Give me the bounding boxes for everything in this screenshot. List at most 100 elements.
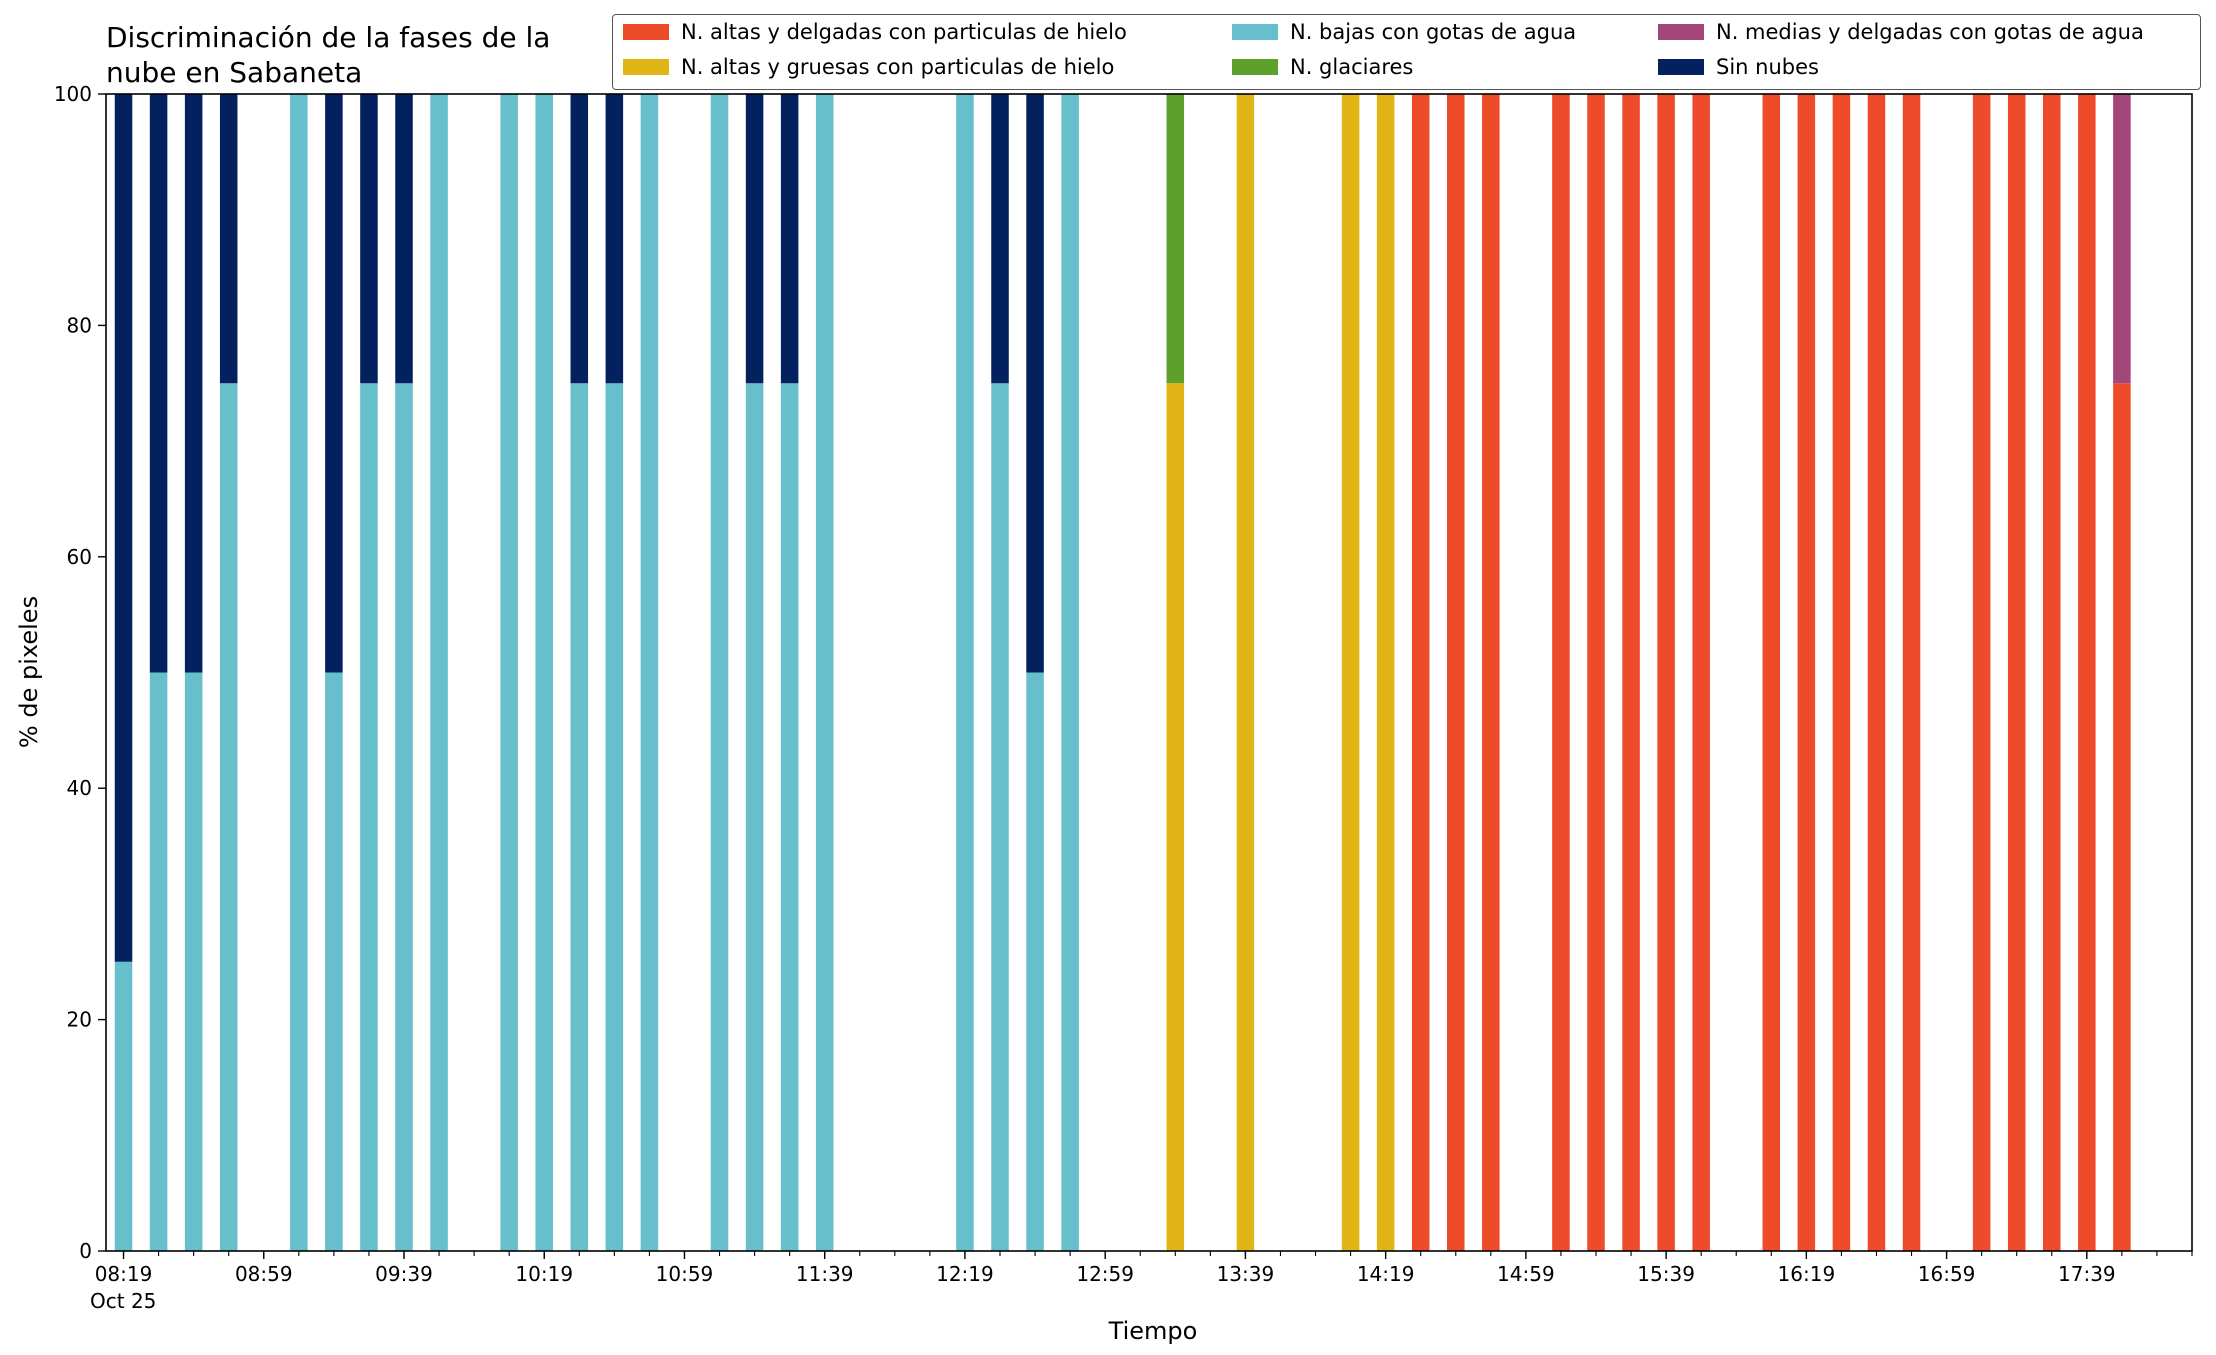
bar-segment-bajas-1049 xyxy=(640,94,659,1251)
bar-segment-altas_delgadas-1439 xyxy=(1447,94,1465,1251)
legend-label-medias: N. medias y delgadas con gotas de agua xyxy=(1716,20,2144,44)
y-tick-label-80: 80 xyxy=(67,313,92,337)
chart-title-line-1: Discriminación de la fases de la xyxy=(106,21,551,54)
x-axis-label: Tiempo xyxy=(1108,1317,1198,1345)
x-tick-label-1139: 11:39 xyxy=(796,1262,854,1286)
x-tick-label-0859: 08:59 xyxy=(235,1262,293,1286)
bar-segment-altas_delgadas-1429 xyxy=(1411,94,1430,1251)
legend-item-medias: N. medias y delgadas con gotas de agua xyxy=(1658,20,2144,44)
bar-segment-bajas-0939 xyxy=(395,383,413,1251)
bar-segment-sin_nubes-0919 xyxy=(325,94,343,673)
bar-segment-sin_nubes-1229 xyxy=(991,94,1009,384)
bar-segment-bajas-0909 xyxy=(290,94,308,1251)
legend-item-glaciares: N. glaciares xyxy=(1232,55,1413,79)
bar-segment-bajas-1029 xyxy=(570,383,589,1251)
bar-segment-sin_nubes-1129 xyxy=(780,94,799,384)
bar-segment-sin_nubes-0839 xyxy=(184,94,203,673)
bar-segment-altas_delgadas-1519 xyxy=(1587,94,1605,1251)
legend-label-glaciares: N. glaciares xyxy=(1290,55,1414,79)
bar-segment-altas_delgadas-1529 xyxy=(1622,94,1640,1251)
bar-segment-bajas-1009 xyxy=(500,94,518,1251)
legend-label-altas-gruesas: N. altas y gruesas con particulas de hie… xyxy=(681,55,1115,79)
bar-segment-altas_delgadas-1609 xyxy=(1762,94,1781,1251)
x-tick-label-1059: 10:59 xyxy=(656,1262,714,1286)
x-tick-label-1419: 14:19 xyxy=(1357,1262,1415,1286)
bar-segment-bajas-0919 xyxy=(325,672,343,1251)
bar-segment-sin_nubes-0929 xyxy=(360,94,378,384)
legend-item-altas-delgadas: N. altas y delgadas con particulas de hi… xyxy=(623,20,1127,44)
legend-swatch-altas-gruesas xyxy=(623,59,669,75)
x-tick-label-1259: 12:59 xyxy=(1076,1262,1134,1286)
y-tick-label-40: 40 xyxy=(67,776,92,800)
x-tick-label-0939: 09:39 xyxy=(375,1262,433,1286)
bar-segment-bajas-1249 xyxy=(1061,94,1079,1251)
bar-segment-altas_delgadas-1539 xyxy=(1657,94,1675,1251)
bar-segment-sin_nubes-0939 xyxy=(395,94,413,384)
bar-segment-sin_nubes-0819 xyxy=(114,94,133,962)
y-tick-label-0: 0 xyxy=(79,1239,92,1263)
bars-layer xyxy=(114,94,2131,1251)
legend-label-altas-delgadas: N. altas y delgadas con particulas de hi… xyxy=(681,20,1127,44)
y-axis-label: % de pixeles xyxy=(15,596,43,748)
bar-segment-altas_delgadas-1629 xyxy=(1832,94,1851,1251)
bar-segment-altas_delgadas-1719 xyxy=(2007,94,2026,1251)
legend-swatch-altas-delgadas xyxy=(623,24,669,40)
legend-item-bajas: N. bajas con gotas de agua xyxy=(1232,20,1576,44)
bar-segment-bajas-0839 xyxy=(184,672,203,1251)
bar-segment-bajas-0829 xyxy=(149,672,168,1251)
bar-segment-sin_nubes-0829 xyxy=(149,94,168,673)
bar-segment-altas_delgadas-1449 xyxy=(1482,94,1500,1251)
bar-segment-bajas-0929 xyxy=(360,383,378,1251)
bar-segment-sin_nubes-0849 xyxy=(219,94,238,384)
y-tick-label-100: 100 xyxy=(54,82,92,106)
bar-segment-sin_nubes-1239 xyxy=(1026,94,1044,673)
bar-segment-altas_gruesas-1409 xyxy=(1341,94,1360,1251)
x-tick-label-1459: 14:59 xyxy=(1497,1262,1555,1286)
legend-swatch-medias xyxy=(1658,24,1704,40)
chart-legend: N. altas y delgadas con particulas de hi… xyxy=(612,14,2201,90)
y-axis: 0 20 40 60 80 100 xyxy=(54,82,106,1263)
bar-segment-bajas-1109 xyxy=(710,94,729,1251)
bar-segment-bajas-1039 xyxy=(605,383,624,1251)
bar-segment-medias-1749 xyxy=(2113,94,2131,384)
bar-segment-altas_gruesas-1339 xyxy=(1236,94,1255,1251)
bar-segment-altas_delgadas-1619 xyxy=(1797,94,1816,1251)
x-tick-label-1739: 17:39 xyxy=(2058,1262,2116,1286)
bar-segment-sin_nubes-1029 xyxy=(570,94,589,384)
x-tick-label-1339: 13:39 xyxy=(1217,1262,1275,1286)
legend-label-sin-nubes: Sin nubes xyxy=(1716,55,1819,79)
x-tick-label-1219: 12:19 xyxy=(936,1262,994,1286)
bar-segment-sin_nubes-1039 xyxy=(605,94,624,384)
y-tick-label-60: 60 xyxy=(67,545,92,569)
x-axis-date-label: Oct 25 xyxy=(90,1289,156,1313)
chart-title-line-2: nube en Sabaneta xyxy=(106,56,363,89)
plot-frame xyxy=(105,93,2193,1252)
legend-label-bajas: N. bajas con gotas de agua xyxy=(1290,20,1577,44)
bar-segment-altas_delgadas-1509 xyxy=(1552,94,1570,1251)
bar-segment-altas_gruesas-1419 xyxy=(1376,94,1395,1251)
x-tick-label-1539: 15:39 xyxy=(1637,1262,1695,1286)
bar-segment-bajas-1229 xyxy=(991,383,1009,1251)
legend-item-sin-nubes: Sin nubes xyxy=(1658,55,1819,79)
bar-segment-altas_delgadas-1709 xyxy=(1972,94,1991,1251)
x-tick-label-1619: 16:19 xyxy=(1778,1262,1836,1286)
x-tick-label-1659: 16:59 xyxy=(1918,1262,1976,1286)
bar-segment-bajas-0949 xyxy=(430,94,448,1251)
bar-segment-altas_delgadas-1639 xyxy=(1867,94,1886,1251)
bar-segment-bajas-1119 xyxy=(745,383,764,1251)
bar-segment-altas_delgadas-1649 xyxy=(1902,94,1921,1251)
bar-segment-bajas-1019 xyxy=(535,94,553,1251)
bar-segment-glaciares-1319 xyxy=(1166,94,1185,384)
legend-item-altas-gruesas: N. altas y gruesas con particulas de hie… xyxy=(623,55,1114,79)
x-tick-label-0819: 08:19 xyxy=(95,1262,153,1286)
y-tick-label-20: 20 xyxy=(67,1008,92,1032)
bar-segment-bajas-1239 xyxy=(1026,672,1044,1251)
legend-swatch-glaciares xyxy=(1232,59,1278,75)
legend-swatch-bajas xyxy=(1232,24,1278,40)
x-axis: 08:19 08:59 09:39 10:19 10:59 11:39 12:19 12:59… xyxy=(95,1251,2193,1286)
bar-segment-altas_gruesas-1319 xyxy=(1166,383,1185,1251)
bar-segment-bajas-0849 xyxy=(219,383,238,1251)
bar-segment-sin_nubes-1119 xyxy=(745,94,764,384)
x-tick-label-1019: 10:19 xyxy=(515,1262,573,1286)
